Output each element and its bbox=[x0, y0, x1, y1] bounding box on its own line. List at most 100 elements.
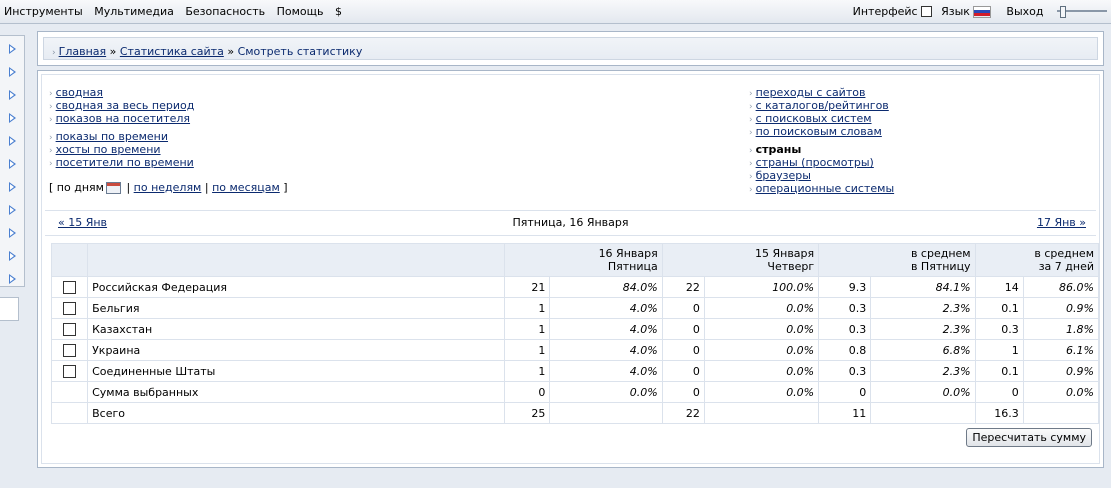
link-summary[interactable]: сводная bbox=[55, 86, 104, 99]
table-row: Всего 25 22 11 16.3 bbox=[50, 402, 1100, 424]
calendar-icon[interactable] bbox=[105, 182, 121, 194]
count-cell: 0 bbox=[661, 339, 705, 361]
count-cell: 11 bbox=[818, 402, 872, 424]
sidebar-expand-item[interactable] bbox=[0, 244, 24, 267]
link-arrow-icon: › bbox=[49, 159, 53, 169]
period-by-months[interactable]: по месяцам bbox=[212, 181, 280, 194]
link-visitors-by-time[interactable]: посетители по времени bbox=[55, 156, 194, 169]
link-arrow-icon: › bbox=[749, 159, 753, 169]
percent-cell: 2.3% bbox=[870, 360, 976, 382]
expand-arrow-icon bbox=[9, 251, 16, 261]
link-countries-views[interactable]: страны (просмотры) bbox=[755, 156, 874, 169]
menu-help[interactable]: Помощь bbox=[276, 5, 324, 18]
count-cell: 0.1 bbox=[974, 297, 1024, 319]
report-links-right: › переходы с сайтов › с каталогов/рейтинго… bbox=[749, 86, 894, 195]
percent-cell: 0.0% bbox=[703, 381, 820, 403]
sidebar-expand-item[interactable] bbox=[0, 83, 24, 106]
top-menu-bar: Инструменты Мультимедиа Безопасность Пом… bbox=[0, 0, 1111, 24]
expand-arrow-icon bbox=[9, 90, 16, 100]
header-avg-weekday: в среднем в Пятницу bbox=[818, 243, 976, 277]
percent-cell: 1.8% bbox=[1022, 318, 1100, 340]
date-navigation: « 15 Янв Пятница, 16 Января 17 Янв » bbox=[45, 210, 1096, 236]
link-search-words[interactable]: по поисковым словам bbox=[755, 125, 882, 138]
interface-checkbox-icon[interactable] bbox=[920, 6, 932, 17]
expand-arrow-icon bbox=[9, 44, 16, 54]
slider-knob[interactable] bbox=[1060, 6, 1066, 18]
count-cell: 22 bbox=[661, 402, 705, 424]
count-cell: 1 bbox=[504, 339, 551, 361]
sidebar-expand-item[interactable] bbox=[0, 267, 24, 290]
sidebar-expand-item[interactable] bbox=[0, 106, 24, 129]
count-cell: 0 bbox=[818, 381, 872, 403]
link-search-engines[interactable]: с поисковых систем bbox=[755, 112, 872, 125]
russian-flag-icon[interactable] bbox=[972, 5, 991, 18]
period-by-weeks[interactable]: по неделям bbox=[133, 181, 202, 194]
count-cell: 0 bbox=[661, 297, 705, 319]
header-avg-7days: в среднем за 7 дней bbox=[974, 243, 1100, 277]
menu-security[interactable]: Безопасность bbox=[185, 5, 266, 18]
expand-arrow-icon bbox=[9, 182, 16, 192]
interface-toggle[interactable]: Интерфейс bbox=[853, 5, 932, 18]
link-views-by-time[interactable]: показы по времени bbox=[55, 130, 169, 143]
link-browsers[interactable]: браузеры bbox=[755, 169, 811, 182]
breadcrumb-stats-link[interactable]: Статистика сайта bbox=[119, 45, 224, 58]
link-countries-current: страны bbox=[755, 143, 802, 156]
row-checkbox[interactable] bbox=[63, 364, 77, 378]
link-referrers[interactable]: переходы с сайтов bbox=[755, 86, 866, 99]
percent-cell: 4.0% bbox=[549, 339, 663, 361]
recalc-sum-button[interactable]: Пересчитать сумму bbox=[966, 428, 1092, 447]
size-slider[interactable] bbox=[1057, 6, 1107, 18]
count-cell: 0.3 bbox=[818, 360, 872, 382]
percent-cell: 4.0% bbox=[549, 360, 663, 382]
menu-multimedia[interactable]: Мультимедиа bbox=[94, 5, 174, 18]
slider-track bbox=[1057, 10, 1107, 12]
language-selector[interactable]: Язык bbox=[941, 5, 991, 18]
sidebar-expand-item[interactable] bbox=[0, 152, 24, 175]
count-cell: 0 bbox=[661, 381, 705, 403]
percent-cell: 0.9% bbox=[1022, 297, 1100, 319]
link-arrow-icon: › bbox=[749, 185, 753, 195]
link-views-per-visitor[interactable]: показов на посетителя bbox=[55, 112, 191, 125]
count-cell: 1 bbox=[504, 318, 551, 340]
row-checkbox[interactable] bbox=[63, 322, 77, 336]
link-hosts-by-time[interactable]: хосты по времени bbox=[55, 143, 161, 156]
percent-cell: 6.8% bbox=[870, 339, 976, 361]
percent-cell: 0.0% bbox=[703, 297, 820, 319]
link-arrow-icon: › bbox=[749, 115, 753, 125]
sidebar-expand-item[interactable] bbox=[0, 175, 24, 198]
count-cell: 0 bbox=[504, 381, 551, 403]
percent-cell: 0.0% bbox=[1022, 381, 1100, 403]
sidebar-expand-item[interactable] bbox=[0, 129, 24, 152]
table-row: Сумма выбранных 0 0.0% 0 0.0% 0 0.0% 0 0.0% bbox=[50, 381, 1100, 403]
row-checkbox[interactable] bbox=[63, 280, 77, 294]
sidebar-expand-item[interactable] bbox=[0, 60, 24, 83]
link-os[interactable]: операционные системы bbox=[755, 182, 895, 195]
menu-tools[interactable]: Инструменты bbox=[4, 5, 83, 18]
row-checkbox-cell bbox=[50, 276, 89, 298]
count-cell: 1 bbox=[504, 297, 551, 319]
link-summary-all-period[interactable]: сводная за весь период bbox=[55, 99, 195, 112]
next-day-link[interactable]: 17 Янв » bbox=[1036, 216, 1086, 229]
row-checkbox[interactable] bbox=[63, 301, 77, 315]
link-catalogs[interactable]: с каталогов/рейтингов bbox=[755, 99, 889, 112]
percent-cell: 0.0% bbox=[703, 360, 820, 382]
link-arrow-icon: › bbox=[749, 172, 753, 182]
sidebar-tab[interactable] bbox=[0, 297, 19, 321]
exit-link[interactable]: Выход bbox=[1006, 4, 1044, 18]
sidebar-expand-item[interactable] bbox=[0, 221, 24, 244]
prev-day-link[interactable]: « 15 Янв bbox=[58, 216, 108, 229]
percent-cell: 84.0% bbox=[549, 276, 663, 298]
row-checkbox-cell bbox=[50, 318, 89, 340]
link-arrow-icon: › bbox=[749, 102, 753, 112]
breadcrumb-home-link[interactable]: Главная bbox=[58, 45, 107, 58]
expand-arrow-icon bbox=[9, 136, 16, 146]
menu-dollar[interactable]: $ bbox=[334, 5, 342, 18]
main-inner: › сводная › сводная за весь период › показо… bbox=[41, 74, 1100, 464]
percent-cell: 0.0% bbox=[703, 339, 820, 361]
row-checkbox[interactable] bbox=[63, 343, 77, 357]
sidebar-expand-item[interactable] bbox=[0, 37, 24, 60]
expand-arrow-icon bbox=[9, 113, 16, 123]
expand-arrow-icon bbox=[9, 67, 16, 77]
sidebar-expand-item[interactable] bbox=[0, 198, 24, 221]
header-checkbox-col bbox=[50, 243, 89, 277]
